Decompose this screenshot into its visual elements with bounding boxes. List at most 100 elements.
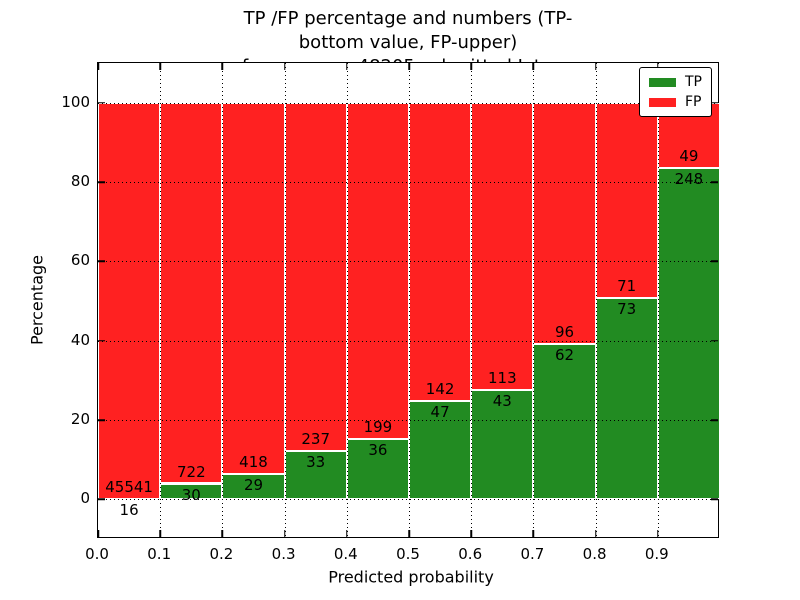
x-tick [532, 530, 535, 537]
y-tick-right [711, 339, 718, 342]
fp-bar-segment [346, 102, 409, 439]
fp-bar-segment [160, 102, 223, 484]
fp-bar-segment [471, 102, 534, 390]
x-tick-label: 0.4 [333, 545, 358, 563]
tp-bar-segment [595, 298, 658, 500]
x-tick-label: 0.0 [85, 545, 109, 563]
x-tick-label: 0.1 [147, 545, 172, 563]
y-tick-label: 40 [70, 330, 90, 349]
y-tick [98, 419, 105, 421]
tp-count-label: 30 [181, 485, 201, 504]
tp-count-label: 33 [306, 452, 326, 471]
x-axis-label: Predicted probability [328, 567, 494, 587]
v-gridline [160, 63, 162, 537]
y-tick [98, 498, 105, 501]
v-gridline [657, 63, 659, 537]
x-tick [221, 530, 224, 537]
fp-bar-segment [595, 102, 658, 299]
v-gridline [471, 63, 473, 537]
tp-count-label: 248 [674, 170, 704, 189]
tp-count-label: 47 [430, 402, 450, 421]
x-tick-top [532, 63, 535, 70]
fp-count-label: 45541 [105, 478, 153, 497]
y-tick-label: 0 [80, 489, 90, 508]
x-tick-top [221, 63, 224, 70]
x-tick-label: 0.2 [209, 545, 234, 563]
x-tick [346, 530, 348, 537]
tp-bar-segment [222, 473, 285, 500]
v-gridline [284, 63, 286, 537]
fp-count-label: 142 [425, 379, 455, 398]
fp-bar-segment [533, 102, 596, 344]
tp-count-label: 62 [554, 345, 575, 364]
x-tick-label: 0.7 [520, 545, 545, 563]
fp-bar-segment [222, 102, 285, 474]
x-tick [657, 530, 659, 537]
y-tick-right [711, 101, 718, 104]
tp-count-label: 43 [492, 391, 512, 410]
x-tick-top [97, 63, 99, 70]
x-tick-label: 0.9 [644, 545, 669, 563]
tp-count-label: 29 [243, 475, 264, 494]
y-tick-right [711, 419, 718, 421]
x-tick-label: 0.3 [271, 545, 296, 563]
y-tick [98, 101, 105, 104]
y-tick [98, 339, 105, 342]
x-tick-top [594, 63, 597, 70]
fp-bar-segment [409, 102, 472, 401]
v-gridline [533, 63, 535, 537]
x-tick [594, 530, 597, 537]
fp-count-label: 71 [617, 277, 637, 296]
fp-count-label: 722 [176, 462, 206, 481]
y-tick-right [711, 181, 718, 183]
x-tick-top [657, 63, 659, 70]
v-gridline [595, 63, 597, 537]
y-tick-label: 80 [70, 172, 90, 190]
x-tick-top [283, 63, 286, 70]
h-gridline [98, 182, 718, 183]
h-gridline [98, 340, 718, 342]
tp-bar-segment [533, 343, 596, 500]
tp-color-swatch [649, 77, 676, 87]
fp-count-label: 237 [301, 429, 331, 448]
x-tick-top [408, 63, 410, 70]
x-tick-top [346, 63, 348, 70]
y-tick [98, 181, 105, 183]
fp-count-label: 113 [487, 368, 517, 387]
y-tick-right [711, 260, 718, 263]
legend-label-fp: FP [685, 94, 702, 110]
y-tick [98, 260, 105, 263]
fp-count-label: 418 [239, 452, 268, 471]
v-gridline [409, 63, 410, 537]
fp-color-swatch [649, 97, 676, 107]
legend-item-fp: FP [649, 92, 702, 112]
tp-bar-segment [471, 389, 534, 500]
tp-count-label: 36 [368, 440, 388, 459]
tp-bar-segment [657, 168, 720, 500]
y-tick-label: 60 [70, 251, 90, 270]
x-tick-label: 0.6 [458, 545, 483, 563]
y-tick-label: 20 [70, 410, 90, 428]
fp-bar-segment [98, 102, 161, 500]
v-gridline [346, 63, 348, 537]
legend-item-tp: TP [649, 72, 702, 92]
x-tick [283, 530, 286, 537]
x-tick-label: 0.5 [396, 545, 420, 563]
fp-bar-segment [284, 102, 347, 451]
legend-label-tp: TP [685, 74, 702, 90]
y-tick-right [711, 498, 718, 501]
h-gridline [98, 499, 718, 501]
fp-count-label: 49 [679, 147, 699, 166]
x-tick-label: 0.8 [582, 545, 607, 563]
x-tick [408, 530, 410, 537]
tp-count-label: 73 [617, 300, 637, 319]
x-tick [97, 530, 99, 537]
x-tick [470, 530, 472, 537]
h-gridline [98, 102, 718, 104]
h-gridline [98, 420, 718, 421]
x-tick [159, 530, 161, 537]
x-tick-top [470, 63, 472, 70]
v-gridline [222, 63, 224, 537]
tp-count-label: 16 [119, 501, 139, 520]
